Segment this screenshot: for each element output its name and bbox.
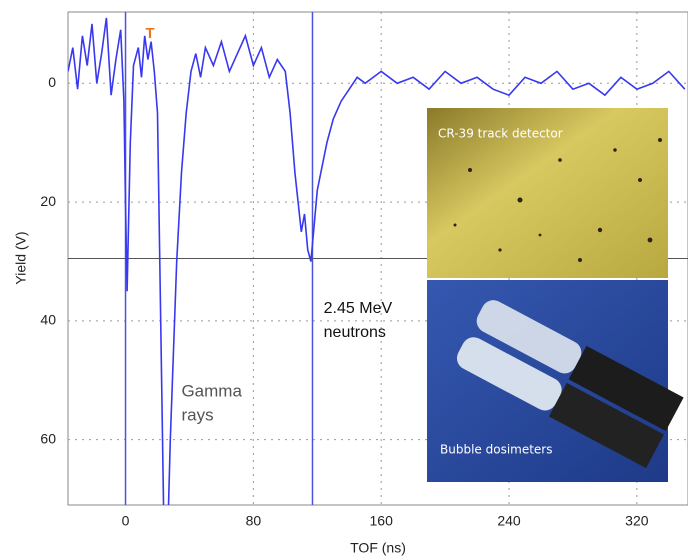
x-tick-label: 320 [625,513,649,529]
annotation: rays [181,406,213,425]
inset-bubble: Bubble dosimeters [427,280,684,482]
y-axis-label: Yield (V) [13,231,29,284]
x-tick-label: 160 [370,513,394,529]
inset-caption: CR-39 track detector [438,127,563,141]
annotation: Gamma [181,382,242,401]
annotation: neutrons [324,324,386,341]
y-tick-label: 20 [40,193,56,209]
inset-caption: Bubble dosimeters [440,443,553,457]
x-axis-label: TOF (ns) [350,540,406,556]
y-tick-label: 60 [40,430,56,446]
x-tick-label: 240 [497,513,521,529]
y-tick-label: 0 [48,74,56,90]
x-tick-label: 80 [246,513,262,529]
trigger-marker: T [145,25,154,42]
inset-cr39: CR-39 track detector [427,108,668,278]
trace-line [68,17,686,505]
x-tick-label: 0 [122,513,130,529]
annotation: 2.45 MeV [324,300,393,317]
y-tick-label: 40 [40,312,56,328]
